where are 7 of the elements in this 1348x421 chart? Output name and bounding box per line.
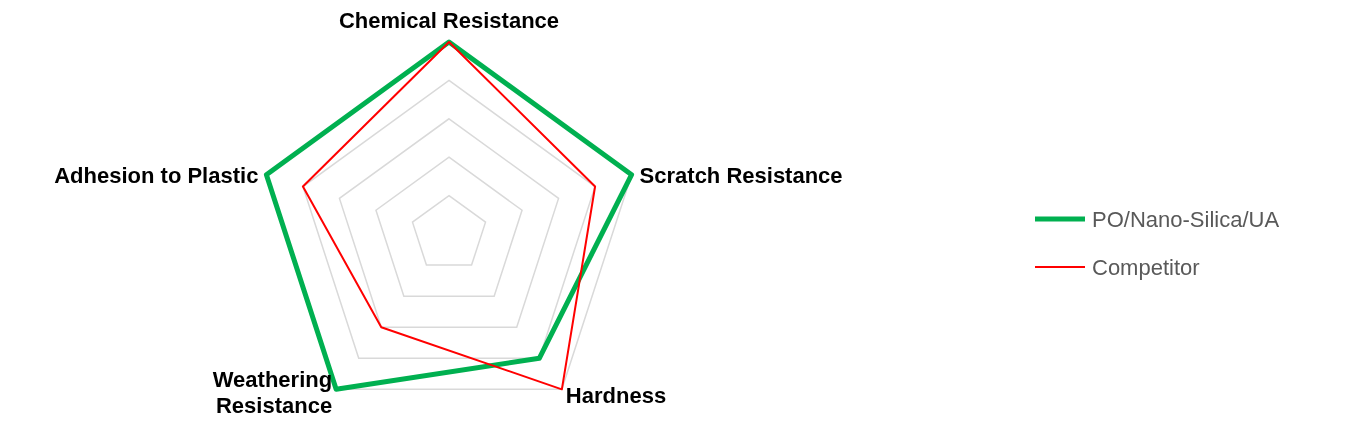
spoke-label: Chemical Resistance xyxy=(338,8,560,33)
legend-label: PO/Nano-Silica/UA xyxy=(1092,207,1280,232)
legend-label: Competitor xyxy=(1092,255,1200,280)
spoke-label: Weathering Resistance xyxy=(212,367,333,419)
spoke-label: Scratch Resistance xyxy=(639,162,843,188)
spoke-label: Adhesion to Plastic xyxy=(54,162,259,188)
spoke-label: Hardness xyxy=(565,383,667,409)
